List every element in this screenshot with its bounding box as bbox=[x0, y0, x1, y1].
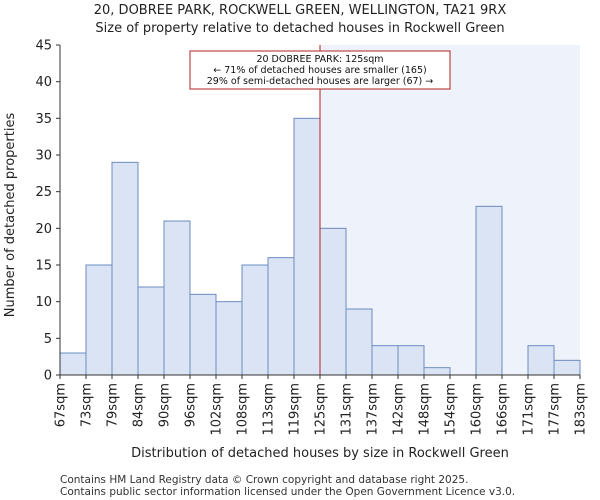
histogram-bar bbox=[59, 352, 87, 376]
y-tick-label: 15 bbox=[35, 259, 52, 274]
x-tick-label: 119sqm bbox=[288, 383, 303, 436]
x-tick-label: 90sqm bbox=[158, 383, 173, 427]
histogram-bar bbox=[553, 359, 581, 376]
histogram-bar bbox=[163, 220, 191, 376]
x-tick-label: 79sqm bbox=[106, 383, 121, 427]
histogram-bar bbox=[215, 301, 243, 376]
histogram-bar bbox=[319, 227, 347, 376]
x-tick-label: 131sqm bbox=[340, 383, 355, 436]
x-tick-label: 142sqm bbox=[392, 383, 407, 436]
histogram-bar bbox=[423, 367, 451, 376]
chart-title-line2: Size of property relative to detached ho… bbox=[95, 21, 504, 36]
y-tick-label: 35 bbox=[35, 112, 52, 127]
x-tick-label: 73sqm bbox=[80, 383, 95, 427]
x-tick-label: 125sqm bbox=[314, 383, 329, 436]
annotation-line: ← 71% of detached houses are smaller (16… bbox=[213, 65, 426, 76]
x-tick-label: 148sqm bbox=[418, 383, 433, 436]
y-tick-label: 40 bbox=[35, 75, 52, 90]
histogram-bar bbox=[371, 345, 399, 376]
y-tick-label: 10 bbox=[35, 295, 52, 310]
histogram-bar bbox=[85, 264, 113, 376]
x-tick-label: 154sqm bbox=[444, 383, 459, 436]
x-tick-label: 177sqm bbox=[548, 383, 563, 436]
histogram-bar bbox=[527, 345, 555, 376]
x-tick-label: 96sqm bbox=[184, 383, 199, 427]
chart-title-line1: 20, DOBREE PARK, ROCKWELL GREEN, WELLING… bbox=[94, 3, 507, 18]
x-tick-label: 113sqm bbox=[262, 383, 277, 436]
histogram-bar bbox=[475, 205, 503, 376]
x-tick-label: 102sqm bbox=[210, 383, 225, 436]
histogram-bar bbox=[345, 308, 373, 376]
footer-licence-line: Contains public sector information licen… bbox=[60, 486, 515, 498]
histogram-bar bbox=[293, 117, 321, 376]
y-tick-label: 20 bbox=[35, 222, 52, 237]
y-tick-label: 5 bbox=[44, 332, 52, 347]
x-tick-label: 84sqm bbox=[132, 383, 147, 427]
x-tick-label: 137sqm bbox=[366, 383, 381, 436]
histogram-bar bbox=[241, 264, 269, 376]
histogram-bar bbox=[189, 293, 217, 376]
y-tick-label: 30 bbox=[35, 149, 52, 164]
x-tick-label: 67sqm bbox=[54, 383, 69, 427]
x-tick-label: 166sqm bbox=[496, 383, 511, 436]
annotation-box: 20 DOBREE PARK: 125sqm ← 71% of detached… bbox=[189, 50, 451, 90]
histogram-bar bbox=[267, 257, 295, 376]
x-axis-label: Distribution of detached houses by size … bbox=[131, 446, 509, 461]
y-tick-label: 45 bbox=[35, 39, 52, 54]
x-tick-label: 160sqm bbox=[470, 383, 485, 436]
y-tick-label: 25 bbox=[35, 185, 52, 200]
histogram-bar bbox=[111, 161, 139, 376]
x-tick-label: 108sqm bbox=[236, 383, 251, 436]
annotation-line: 29% of semi-detached houses are larger (… bbox=[207, 76, 434, 87]
annotation-line: 20 DOBREE PARK: 125sqm bbox=[256, 54, 383, 65]
histogram-bar bbox=[137, 286, 165, 376]
y-tick-label: 0 bbox=[44, 369, 52, 384]
x-tick-label: 171sqm bbox=[522, 383, 537, 436]
footer-copyright-line: Contains HM Land Registry data © Crown c… bbox=[60, 474, 468, 486]
x-tick-label: 183sqm bbox=[574, 383, 589, 436]
histogram-bar bbox=[397, 345, 425, 376]
y-axis-label: Number of detached properties bbox=[3, 113, 18, 318]
